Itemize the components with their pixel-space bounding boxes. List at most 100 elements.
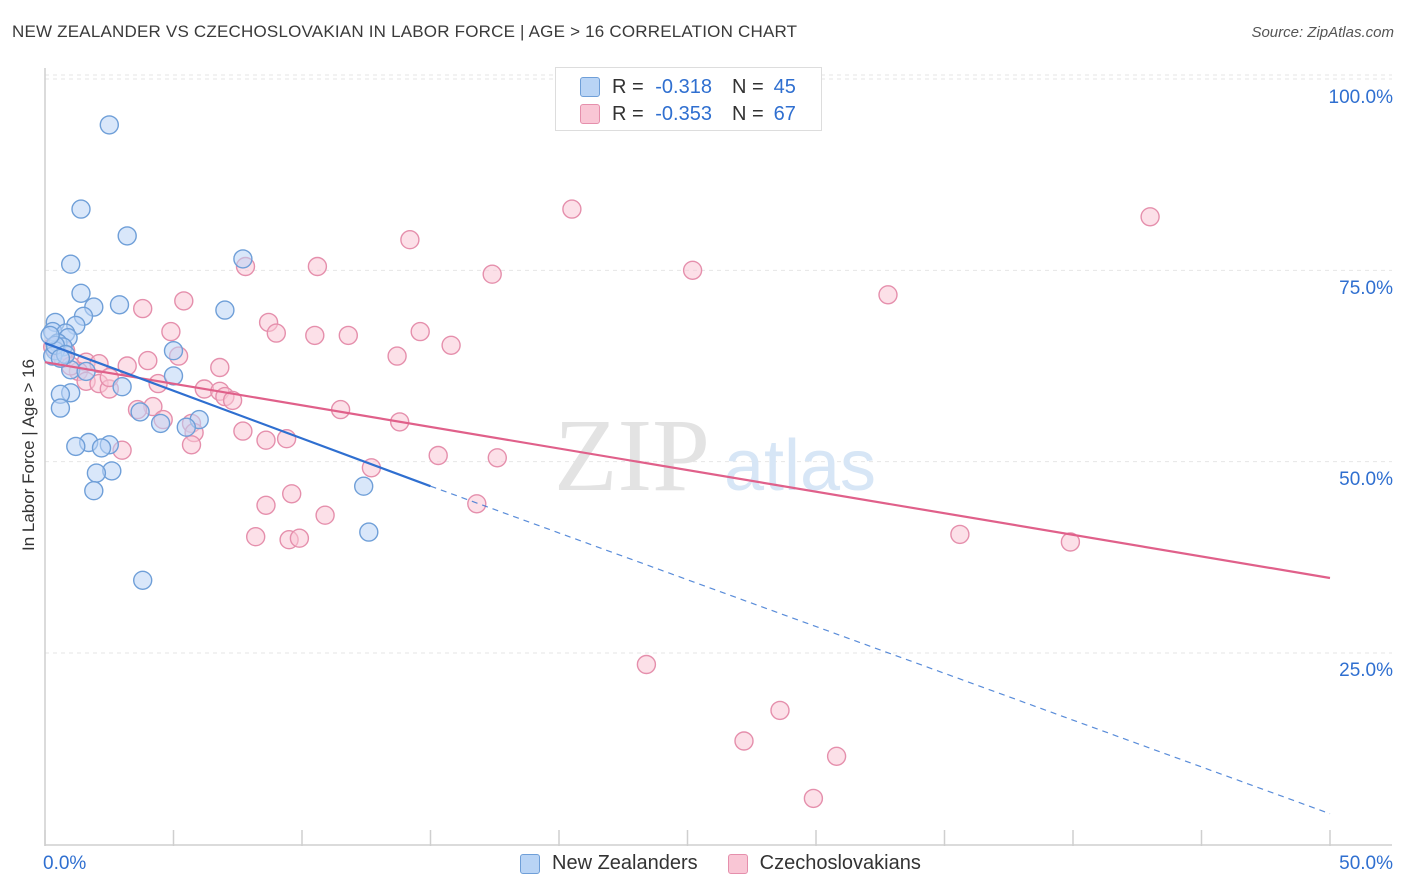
tick-labels: 25.0% 50.0% 75.0% 100.0% 0.0% 50.0% bbox=[43, 87, 1393, 874]
chart-title: NEW ZEALANDER VS CZECHOSLOVAKIAN IN LABO… bbox=[12, 22, 798, 41]
point-new-zealanders bbox=[109, 295, 130, 315]
point-czechoslovakians bbox=[161, 321, 181, 342]
point-new-zealanders bbox=[117, 226, 137, 246]
point-czechoslovakians bbox=[305, 325, 325, 346]
r-value: -0.353 bbox=[655, 102, 712, 125]
legend-item-czechoslovakians: Czechoslovakians bbox=[727, 852, 921, 875]
point-new-zealanders bbox=[112, 377, 132, 397]
series-legend: New Zealanders Czechoslovakians bbox=[520, 852, 951, 875]
point-new-zealanders bbox=[60, 254, 81, 274]
point-new-zealanders bbox=[76, 361, 96, 382]
point-czechoslovakians bbox=[282, 484, 302, 504]
point-czechoslovakians bbox=[256, 495, 276, 515]
point-czechoslovakians bbox=[245, 527, 266, 547]
legend-label: New Zealanders bbox=[552, 852, 698, 874]
point-czechoslovakians bbox=[482, 264, 502, 284]
point-new-zealanders bbox=[176, 417, 197, 437]
source-label: Source: ZipAtlas.com bbox=[1251, 24, 1394, 41]
legend-swatch-blue bbox=[580, 77, 600, 97]
legend-swatch-pink bbox=[727, 853, 748, 874]
point-czechoslovakians bbox=[410, 321, 430, 342]
point-czechoslovakians bbox=[315, 505, 335, 525]
trendlines bbox=[44, 342, 1331, 815]
point-czechoslovakians bbox=[562, 199, 582, 219]
point-new-zealanders bbox=[71, 283, 91, 303]
point-czechoslovakians bbox=[181, 435, 202, 455]
r-label: R = bbox=[612, 75, 644, 98]
point-czechoslovakians bbox=[256, 430, 276, 450]
y-axis-label: In Labor Force | Age > 16 bbox=[19, 359, 38, 551]
y-tick-label: 75.0% bbox=[1339, 278, 1393, 299]
point-czechoslovakians bbox=[1060, 532, 1081, 552]
point-czechoslovakians bbox=[878, 285, 898, 305]
point-new-zealanders bbox=[84, 481, 104, 501]
stats-legend: R = -0.318 N = 45 R = -0.353 N = 67 bbox=[555, 67, 822, 131]
point-new-zealanders bbox=[150, 413, 171, 434]
point-new-zealanders bbox=[215, 300, 235, 320]
point-new-zealanders bbox=[50, 398, 71, 418]
point-new-zealanders bbox=[40, 325, 60, 346]
stats-row-new-zealanders: R = -0.318 N = 45 bbox=[580, 74, 796, 100]
r-value: -0.318 bbox=[655, 75, 712, 98]
stats-row-czechoslovakians: R = -0.353 N = 67 bbox=[580, 101, 796, 127]
point-czechoslovakians bbox=[734, 731, 754, 751]
point-czechoslovakians bbox=[338, 325, 358, 346]
point-new-zealanders bbox=[71, 199, 91, 219]
trendline-new-zealanders-extrapolated bbox=[430, 485, 1331, 815]
point-czechoslovakians bbox=[400, 229, 420, 250]
point-czechoslovakians bbox=[233, 421, 253, 441]
watermark-atlas: atlas bbox=[724, 426, 876, 506]
n-label: N = bbox=[731, 75, 764, 98]
point-new-zealanders bbox=[132, 570, 153, 590]
y-tick-label: 50.0% bbox=[1339, 469, 1393, 490]
point-new-zealanders bbox=[86, 463, 107, 483]
axes bbox=[44, 68, 1392, 846]
point-czechoslovakians bbox=[1140, 207, 1160, 227]
point-new-zealanders bbox=[354, 476, 374, 496]
x-tick-label: 0.0% bbox=[43, 853, 86, 874]
point-czechoslovakians bbox=[138, 350, 158, 371]
legend-label: Czechoslovakians bbox=[759, 852, 921, 874]
point-czechoslovakians bbox=[174, 291, 194, 311]
point-czechoslovakians bbox=[307, 256, 328, 277]
point-czechoslovakians bbox=[132, 298, 153, 319]
point-new-zealanders bbox=[91, 438, 112, 458]
y-tick-label: 100.0% bbox=[1329, 87, 1394, 108]
point-czechoslovakians bbox=[487, 448, 507, 468]
trendline-new-zealanders bbox=[44, 342, 431, 488]
point-czechoslovakians bbox=[950, 524, 970, 545]
point-czechoslovakians bbox=[428, 445, 448, 466]
point-czechoslovakians bbox=[682, 260, 703, 280]
grid bbox=[45, 74, 1392, 654]
point-czechoslovakians bbox=[467, 494, 487, 514]
watermark: ZIP atlas bbox=[554, 398, 876, 513]
trendline-czechoslovakians bbox=[44, 361, 1331, 580]
point-new-zealanders bbox=[359, 522, 379, 542]
point-new-zealanders bbox=[130, 402, 150, 422]
legend-swatch-pink bbox=[580, 104, 600, 124]
n-value: 45 bbox=[773, 75, 796, 98]
point-new-zealanders bbox=[233, 249, 253, 269]
n-value: 67 bbox=[773, 102, 796, 125]
point-czechoslovakians bbox=[441, 335, 461, 355]
point-czechoslovakians bbox=[387, 346, 407, 366]
point-czechoslovakians bbox=[826, 746, 847, 766]
point-czechoslovakians bbox=[210, 357, 230, 378]
legend-swatch-blue bbox=[520, 853, 540, 874]
y-tick-label: 25.0% bbox=[1339, 660, 1393, 681]
point-czechoslovakians bbox=[289, 528, 310, 548]
watermark-zip: ZIP bbox=[554, 398, 710, 513]
point-czechoslovakians bbox=[330, 399, 351, 420]
point-czechoslovakians bbox=[222, 390, 243, 411]
point-new-zealanders bbox=[66, 436, 86, 457]
r-label: R = bbox=[612, 102, 644, 125]
point-new-zealanders bbox=[163, 341, 184, 361]
point-czechoslovakians bbox=[266, 323, 286, 343]
x-tick-label: 50.0% bbox=[1339, 853, 1393, 874]
point-czechoslovakians bbox=[803, 788, 824, 809]
n-label: N = bbox=[731, 102, 764, 125]
legend-item-new-zealanders: New Zealanders bbox=[520, 852, 698, 875]
point-new-zealanders bbox=[99, 115, 120, 135]
point-new-zealanders bbox=[163, 366, 184, 386]
